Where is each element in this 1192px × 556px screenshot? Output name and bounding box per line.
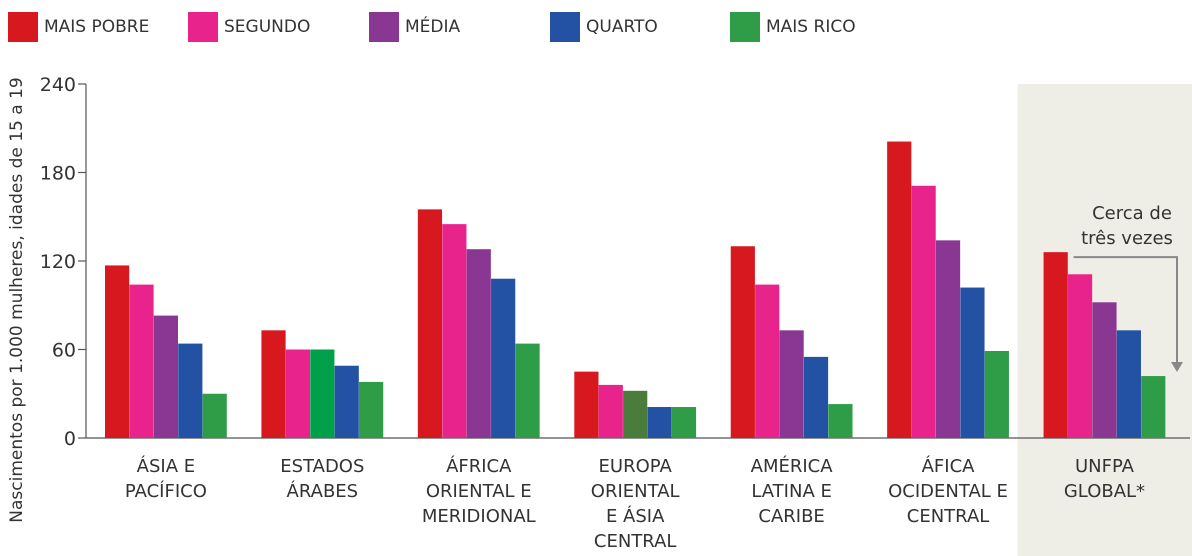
bar-quarto-4 bbox=[803, 356, 829, 438]
y-tick-label: 60 bbox=[52, 340, 76, 362]
bar-m-dia-6 bbox=[1092, 302, 1117, 438]
annotation-layer: Cerca de três vezes bbox=[1073, 203, 1183, 373]
bar-mais-pobre-6 bbox=[1043, 252, 1068, 438]
bar-mais-rico-1 bbox=[359, 381, 384, 438]
category-label: CARIBE bbox=[758, 506, 824, 527]
legend-item-poorest: MAIS POBRE bbox=[8, 12, 149, 42]
bar-segundo-2 bbox=[442, 224, 467, 438]
legend-swatch-poorest bbox=[8, 12, 38, 42]
y-tick-label: 120 bbox=[40, 251, 76, 273]
bar-m-dia-3 bbox=[623, 390, 648, 438]
bar-quarto-5 bbox=[960, 287, 985, 438]
axis-layer: 0 60 120 180 240 Nascimentos por 1.000 mulher… bbox=[7, 74, 1190, 523]
label-layer: ÁSIA E PACÍFICO ESTADOS ÁRABES ÁFRICA ORIENTA… bbox=[125, 455, 1145, 552]
bar-segundo-5 bbox=[911, 185, 936, 438]
bar-m-dia-2 bbox=[466, 249, 491, 438]
category-label: LATINA E bbox=[751, 481, 832, 502]
annotation-arrowhead bbox=[1171, 362, 1183, 373]
bar-quarto-1 bbox=[334, 365, 359, 438]
bar-segundo-3 bbox=[598, 384, 623, 438]
legend-item-fourth: QUARTO bbox=[550, 12, 658, 42]
bar-m-dia-1 bbox=[310, 349, 335, 438]
category-label: ÁFICA bbox=[922, 455, 976, 477]
legend-label-second: SEGUNDO bbox=[224, 17, 311, 37]
bar-m-dia-5 bbox=[935, 240, 961, 438]
bar-mais-pobre-3 bbox=[574, 371, 599, 438]
legend-item-second: SEGUNDO bbox=[188, 12, 310, 42]
category-label: EUROPA bbox=[599, 456, 673, 477]
legend-swatch-middle bbox=[369, 12, 399, 42]
category-label: OCIDENTAL E bbox=[888, 481, 1008, 502]
category-label: CENTRAL bbox=[594, 531, 677, 552]
legend-item-middle: MÉDIA bbox=[369, 12, 460, 42]
category-label: ÁSIA E bbox=[137, 455, 195, 477]
y-tick-label: 0 bbox=[64, 428, 76, 450]
annotation-text: três vezes bbox=[1081, 228, 1173, 249]
legend-label-fourth: QUARTO bbox=[586, 17, 658, 37]
bar-quarto-0 bbox=[178, 343, 203, 438]
annotation-arrow-line bbox=[1073, 256, 1178, 371]
bar-layer bbox=[105, 141, 1166, 438]
bar-mais-rico-6 bbox=[1141, 376, 1166, 438]
bar-mais-rico-3 bbox=[671, 407, 697, 438]
bar-segundo-1 bbox=[285, 349, 311, 438]
bar-mais-rico-4 bbox=[828, 404, 853, 438]
bar-mais-rico-0 bbox=[202, 393, 227, 438]
bar-m-dia-0 bbox=[153, 315, 178, 438]
category-label: ORIENTAL bbox=[591, 481, 680, 502]
legend-item-richest: MAIS RICO bbox=[730, 12, 856, 42]
category-label: UNFPA bbox=[1075, 456, 1135, 477]
bar-mais-pobre-0 bbox=[105, 265, 130, 438]
bar-mais-pobre-2 bbox=[417, 209, 443, 438]
bar-quarto-3 bbox=[647, 407, 672, 438]
category-label: MERIDIONAL bbox=[422, 506, 536, 527]
y-axis-title: Nascimentos por 1.000 mulheres, idades d… bbox=[7, 77, 27, 522]
bar-segundo-0 bbox=[129, 284, 154, 438]
category-label: ÁRABES bbox=[287, 480, 359, 502]
legend-label-richest: MAIS RICO bbox=[766, 17, 856, 37]
bar-quarto-2 bbox=[491, 278, 516, 438]
bar-m-dia-4 bbox=[779, 330, 804, 438]
category-label: ESTADOS bbox=[280, 456, 364, 477]
category-label: GLOBAL* bbox=[1064, 481, 1145, 502]
y-tick-label: 240 bbox=[40, 74, 76, 96]
bar-mais-pobre-5 bbox=[887, 141, 912, 438]
bar-mais-pobre-4 bbox=[730, 246, 755, 438]
bar-mais-pobre-1 bbox=[261, 330, 286, 438]
legend-swatch-second bbox=[188, 12, 218, 42]
legend: MAIS POBRE SEGUNDO MÉDIA QUARTO MAIS RIC… bbox=[0, 0, 1192, 50]
category-label: AMÉRICA bbox=[751, 455, 834, 477]
bar-segundo-4 bbox=[755, 284, 780, 438]
bar-quarto-6 bbox=[1116, 330, 1141, 438]
legend-label-poorest: MAIS POBRE bbox=[44, 17, 150, 37]
legend-label-middle: MÉDIA bbox=[405, 17, 461, 37]
y-tick-label: 180 bbox=[40, 163, 76, 185]
legend-swatch-richest bbox=[730, 12, 760, 42]
category-label: ÁFRICA bbox=[446, 455, 512, 477]
category-label: PACÍFICO bbox=[125, 480, 207, 502]
category-label: ORIENTAL E bbox=[426, 481, 532, 502]
bar-mais-rico-5 bbox=[984, 350, 1009, 438]
legend-swatch-fourth bbox=[550, 12, 580, 42]
annotation-text: Cerca de bbox=[1092, 203, 1172, 224]
bar-mais-rico-2 bbox=[515, 343, 540, 438]
bar-segundo-6 bbox=[1067, 274, 1093, 438]
category-label: CENTRAL bbox=[907, 506, 990, 527]
category-label: E ÁSIA bbox=[606, 505, 665, 527]
